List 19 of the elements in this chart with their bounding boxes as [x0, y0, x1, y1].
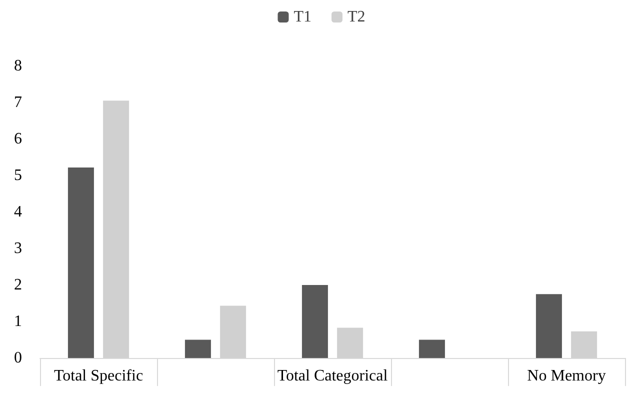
- bar: [302, 285, 328, 358]
- x-tick-label: Total Specific: [54, 368, 144, 384]
- x-tick-label: Total Categorical: [277, 368, 388, 384]
- y-tick-label: 3: [14, 240, 22, 257]
- y-tick-label: 5: [14, 167, 22, 184]
- y-tick-label: 7: [14, 94, 22, 111]
- legend-label: T1: [294, 8, 312, 26]
- bar: [536, 294, 562, 358]
- x-tick-label: No Memory: [527, 368, 606, 384]
- bar: [184, 340, 211, 358]
- y-tick-label: 0: [14, 350, 22, 366]
- bar: [68, 167, 94, 358]
- y-tick-label: 2: [14, 276, 22, 294]
- y-tick-label: 4: [14, 204, 22, 220]
- y-tick-label: 8: [14, 58, 22, 74]
- bar: [418, 340, 445, 358]
- y-tick-label: 6: [14, 130, 22, 148]
- y-tick-label: 1: [14, 313, 22, 330]
- legend-label: T2: [348, 8, 366, 26]
